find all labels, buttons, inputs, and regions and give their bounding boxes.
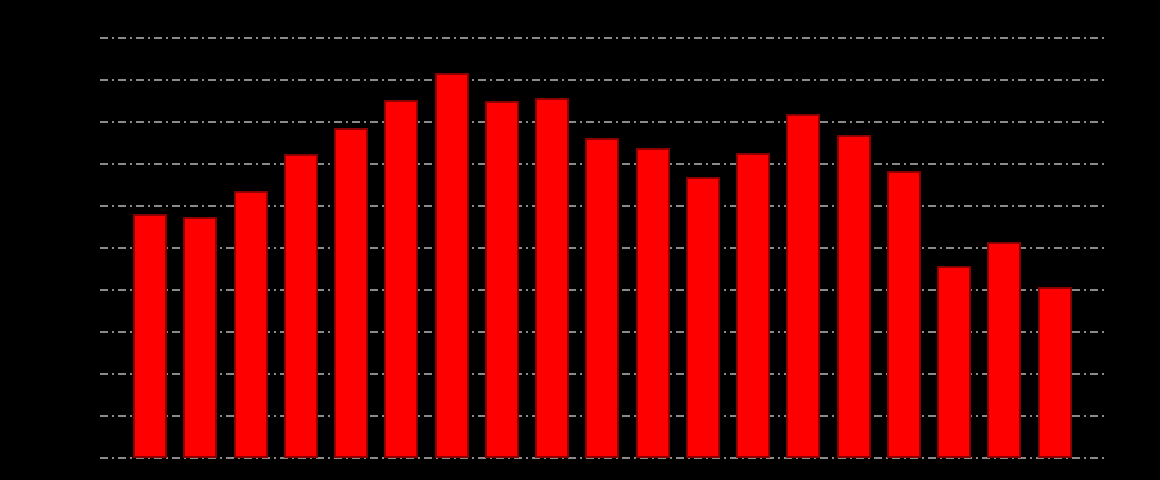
- bar: [585, 138, 619, 458]
- bar: [837, 135, 871, 458]
- bar: [786, 114, 820, 458]
- bar: [183, 217, 217, 458]
- gridline: [100, 79, 1104, 81]
- bar: [284, 154, 318, 458]
- bar: [535, 98, 569, 458]
- gridline: [100, 457, 1104, 459]
- bar: [636, 148, 670, 458]
- bar: [736, 153, 770, 458]
- bar: [937, 266, 971, 458]
- bar: [435, 73, 469, 458]
- bar: [485, 101, 519, 458]
- bar: [384, 100, 418, 458]
- bar: [887, 171, 921, 458]
- gridline: [100, 121, 1104, 123]
- bar: [987, 242, 1021, 458]
- bar: [133, 214, 167, 458]
- bar: [1038, 287, 1072, 458]
- gridline: [100, 37, 1104, 39]
- bar: [234, 191, 268, 458]
- bar: [334, 128, 368, 458]
- bar: [686, 177, 720, 458]
